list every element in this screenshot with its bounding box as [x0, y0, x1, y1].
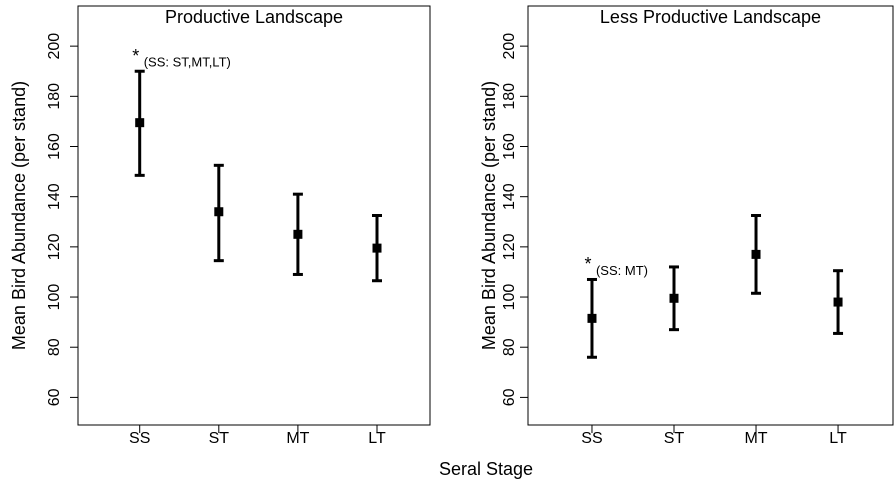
y-tick-label: 120 [501, 233, 518, 260]
x-tick-label: SS [581, 430, 602, 447]
y-axis-label: Mean Bird Abundance (per stand) [479, 81, 499, 350]
y-tick-label: 200 [501, 33, 518, 60]
mean-marker [214, 207, 224, 217]
mean-marker [293, 229, 303, 239]
panel: Less Productive Landscape Mean Bird Abund… [479, 5, 894, 447]
y-tick-label: 140 [46, 183, 63, 210]
annotation-mark: * [132, 46, 139, 66]
panel: Productive Landscape Mean Bird Abundance … [9, 5, 431, 447]
y-tick-label: 160 [501, 133, 518, 160]
annotation: (SS: MT) [596, 263, 648, 278]
mean-marker [751, 249, 761, 259]
y-tick-label: 60 [46, 388, 63, 406]
y-tick-label: 140 [501, 183, 518, 210]
plot-frame [527, 5, 894, 426]
x-tick-label: MT [286, 430, 309, 447]
y-tick-label: 160 [46, 133, 63, 160]
mean-marker [372, 243, 382, 253]
annotation: (SS: ST,MT,LT) [144, 55, 231, 70]
y-tick-label: 200 [46, 33, 63, 60]
annotation-mark: * [584, 254, 591, 274]
y-tick-label: 100 [46, 284, 63, 311]
mean-marker [135, 118, 145, 128]
y-tick-label: 80 [46, 338, 63, 356]
x-axis-label: Seral Stage [439, 459, 533, 479]
x-tick-label: ST [664, 430, 685, 447]
mean-marker [833, 297, 843, 307]
chart-title: Less Productive Landscape [600, 7, 821, 27]
y-tick-label: 180 [46, 83, 63, 110]
x-tick-label: MT [744, 430, 767, 447]
y-tick-label: 80 [501, 338, 518, 356]
x-tick-label: LT [829, 430, 847, 447]
x-tick-label: ST [209, 430, 230, 447]
mean-marker [587, 313, 597, 323]
x-tick-label: LT [368, 430, 386, 447]
y-tick-label: 100 [501, 284, 518, 311]
chart-title: Productive Landscape [165, 7, 343, 27]
y-axis-label: Mean Bird Abundance (per stand) [9, 81, 29, 350]
x-tick-label: SS [129, 430, 150, 447]
mean-marker [669, 293, 679, 303]
y-tick-label: 120 [46, 233, 63, 260]
y-tick-label: 60 [501, 388, 518, 406]
y-tick-label: 180 [501, 83, 518, 110]
plot-frame [77, 5, 431, 426]
